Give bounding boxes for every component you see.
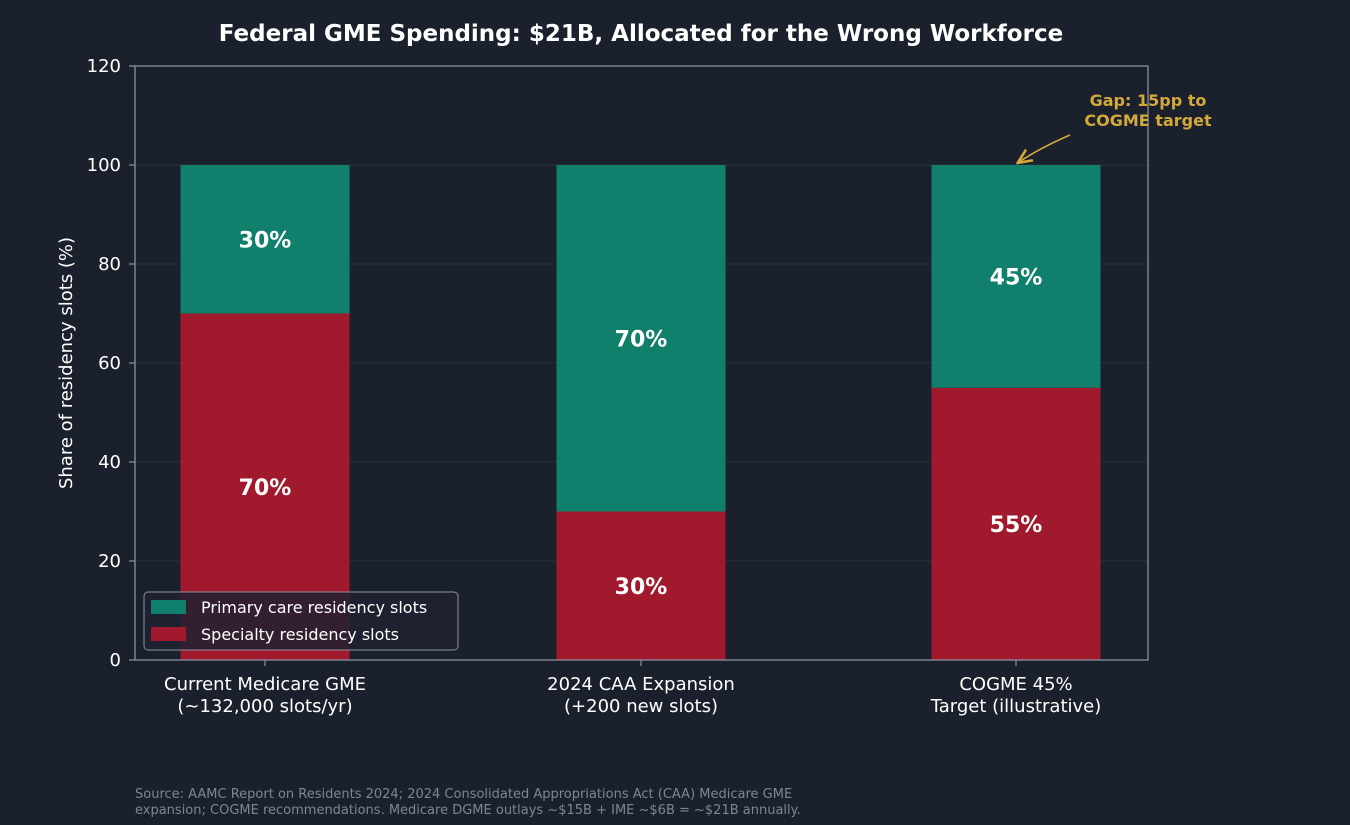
x-tick-label: (~132,000 slots/yr) xyxy=(177,696,352,717)
bar-segment xyxy=(556,165,726,512)
legend-box xyxy=(143,591,459,651)
data-label: 30% xyxy=(239,228,292,253)
annotation-arrow xyxy=(1019,134,1071,162)
source-text: Source: AAMC Report on Residents 2024; 2… xyxy=(135,787,792,802)
bar-segment xyxy=(931,387,1101,660)
y-tick-label: 20 xyxy=(98,551,121,572)
annotation-text: COGME target xyxy=(1084,111,1212,130)
source-note: Source: AAMC Report on Residents 2024; 2… xyxy=(135,787,801,818)
y-tick-label: 0 xyxy=(110,650,121,671)
y-tick-label: 40 xyxy=(98,452,121,473)
x-tick-label: Current Medicare GME xyxy=(164,674,366,695)
bars: 70% 30% 30% 70% 55% 45% xyxy=(180,165,1101,660)
y-tick-label: 120 xyxy=(87,56,121,77)
legend-label: Primary care residency slots xyxy=(201,598,427,617)
y-tick-label: 60 xyxy=(98,353,121,374)
y-tick-label: 100 xyxy=(87,155,121,176)
x-tick-label: (+200 new slots) xyxy=(564,696,718,717)
axes: 0 20 40 60 80 100 120 Current Medicare GME(~132… xyxy=(87,56,1102,717)
source-text: expansion; COGME recommendations. Medica… xyxy=(135,803,801,818)
annotation-text: Gap: 15pp to xyxy=(1090,91,1207,110)
bar-segment xyxy=(931,165,1101,388)
x-tick-label: COGME 45% xyxy=(959,674,1072,695)
legend-label: Specialty residency slots xyxy=(201,625,399,644)
legend-swatch xyxy=(151,600,186,614)
data-label: 30% xyxy=(615,575,668,600)
bar-segment xyxy=(556,511,726,660)
chart-title: Federal GME Spending: $21B, Allocated fo… xyxy=(219,21,1063,47)
legend-swatch xyxy=(151,627,186,641)
legend: Primary care residency slots Specialty re… xyxy=(143,591,459,651)
data-label: 70% xyxy=(239,476,292,501)
data-label: 55% xyxy=(990,513,1043,538)
data-label: 45% xyxy=(990,265,1043,290)
data-label: 70% xyxy=(615,327,668,352)
y-axis-label: Share of residency slots (%) xyxy=(56,237,77,489)
x-tick-label: Target (illustrative) xyxy=(930,696,1102,717)
x-tick-label: 2024 CAA Expansion xyxy=(547,674,735,695)
y-tick-label: 80 xyxy=(98,254,121,275)
bar-segment xyxy=(180,165,350,314)
